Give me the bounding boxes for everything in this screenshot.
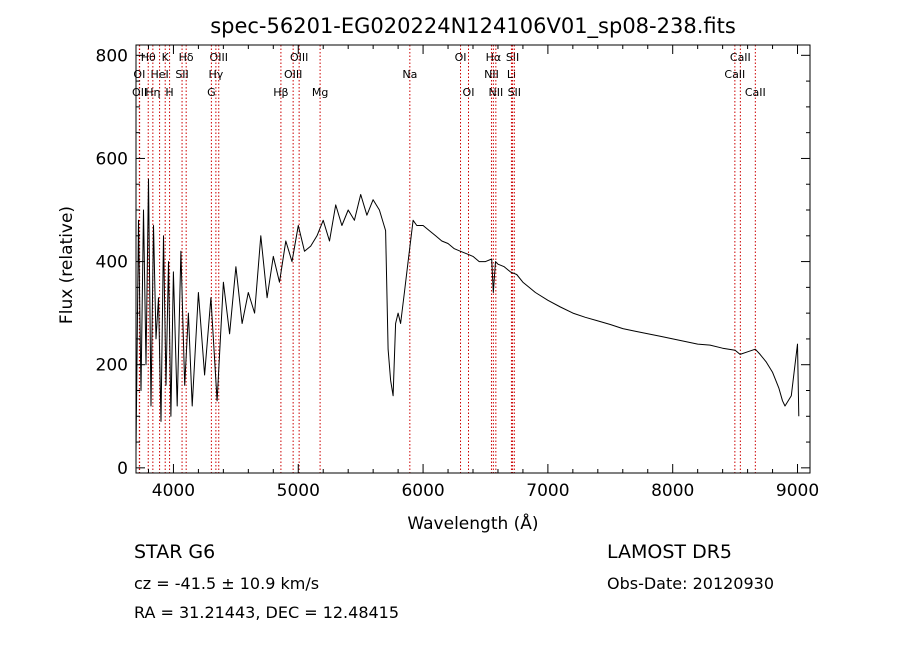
spectral-line-label: SII	[506, 51, 519, 64]
spectral-line-label: Hδ	[179, 51, 194, 64]
spectral-line-label: HeI	[150, 68, 168, 81]
y-tick-label: 800	[96, 46, 128, 66]
y-tick-label: 200	[96, 356, 128, 376]
x-tick-label: 5000	[277, 481, 320, 501]
axis-ticks: 4000 5000 6000 7000 8000 9000 0 200 400 600 800	[96, 45, 819, 501]
x-tick-label: 4000	[152, 481, 195, 501]
spectral-line-label: OIII	[210, 51, 228, 64]
spectral-line-label: SII	[175, 68, 188, 81]
spectral-line-label: Li	[507, 68, 516, 81]
spectral-line-label: K	[162, 51, 170, 64]
observation-date: Obs-Date: 20120930	[607, 574, 775, 593]
object-class: STAR G6	[134, 541, 216, 563]
spectral-line-label: Hβ	[273, 86, 288, 99]
x-tick-label: 9000	[776, 481, 819, 501]
y-axis-label: Flux (relative)	[57, 206, 77, 324]
spectral-line-label: Mg	[312, 86, 328, 99]
spectral-line-label: CaII	[724, 68, 745, 81]
y-tick-label: 600	[96, 149, 128, 169]
spectral-line-label: Hθ	[141, 51, 156, 64]
y-tick-label: 400	[96, 253, 128, 273]
y-tick-label: 0	[117, 459, 128, 479]
spectral-line-label: OI	[463, 86, 475, 99]
spectrum-series	[135, 178, 800, 453]
spectral-line-label: G	[207, 86, 216, 99]
chart-title: spec-56201-EG020224N124106V01_sp08-238.f…	[210, 14, 736, 39]
x-tick-label: 7000	[526, 481, 569, 501]
x-axis-label: Wavelength (Å)	[407, 512, 538, 534]
spectral-line-label: NII	[484, 68, 499, 81]
spectral-line-label: Hη	[145, 86, 160, 99]
coordinates-readout: RA = 31.21443, DEC = 12.48415	[134, 603, 400, 622]
spectral-line-markers: HθOIOIIKHeIHηHHδSIIOIIIHγGHβOIIIOIIIMgNa…	[132, 45, 766, 473]
spectral-line-label: OI	[455, 51, 467, 64]
spectral-line-label: Hγ	[208, 68, 223, 81]
survey-name: LAMOST DR5	[607, 541, 732, 563]
x-tick-label: 6000	[401, 481, 444, 501]
spectral-line-label: OIII	[290, 51, 308, 64]
spectral-line-label: CaII	[730, 51, 751, 64]
spectral-line-label: NII	[488, 86, 503, 99]
spectral-line-label: OIII	[284, 68, 302, 81]
x-tick-label: 8000	[651, 481, 694, 501]
spectral-line-label: Hα	[486, 51, 502, 64]
spectral-line-label: H	[165, 86, 173, 99]
spectrum-line	[135, 178, 800, 453]
velocity-readout: cz = -41.5 ± 10.9 km/s	[134, 574, 320, 593]
spectral-line-label: Na	[402, 68, 417, 81]
spectral-line-label: CaII	[745, 86, 766, 99]
spectral-line-label: SII	[508, 86, 521, 99]
plot-frame	[135, 44, 811, 474]
